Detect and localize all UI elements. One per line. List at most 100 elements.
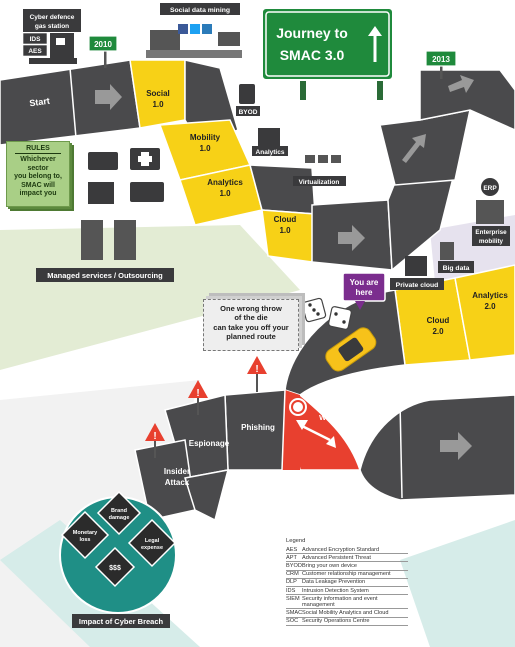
- legend-key: BYOD: [286, 562, 302, 569]
- warning-sign-espionage: !: [188, 380, 208, 415]
- analytics1-1: Analytics: [207, 178, 243, 187]
- you-are-here-2: here: [356, 288, 373, 297]
- legend-row: SMAC Social Mobility Analytics and Cloud: [286, 609, 408, 618]
- flag-2013: 2013: [425, 50, 457, 79]
- analytics2-2: 2.0: [484, 302, 496, 311]
- cyber-2: Warfare: [319, 413, 347, 422]
- journey-sign: Journey to SMAC 3.0: [261, 7, 394, 100]
- you-are-here-1: You are: [350, 278, 379, 287]
- svg-text:Start: Start: [29, 96, 51, 109]
- enterprise-mobility-1: Enterprise: [475, 229, 507, 236]
- svg-text:Social data mining: Social data mining: [170, 7, 230, 14]
- svg-text:2010: 2010: [94, 40, 112, 49]
- rules-body-5: impact you: [19, 189, 57, 197]
- cyberwarfare-badge: [289, 398, 307, 416]
- legend-value: Intrusion Detection System: [302, 587, 369, 594]
- legal-expense-diamond: [127, 518, 177, 568]
- road-top: [0, 59, 515, 272]
- teal-zone-right: [400, 520, 515, 647]
- legend-value: Advanced Encryption Standard: [302, 546, 380, 553]
- legal-2: expense: [141, 545, 163, 551]
- building-icon: [114, 220, 136, 260]
- sign-line2: SMAC 3.0: [280, 47, 345, 63]
- virtualization-icon-group: Virtualization: [293, 155, 346, 186]
- legend-value: Security information and event managemen…: [302, 595, 378, 608]
- social-2: 1.0: [152, 100, 164, 109]
- rules-card: RULES Whichever sector you belong to, SM…: [6, 141, 70, 207]
- private-cloud-group: Private cloud: [390, 256, 444, 290]
- flag-2010: 2010: [88, 35, 118, 68]
- svg-text:Espionage: Espionage: [189, 439, 230, 448]
- brand-2: damage: [109, 515, 130, 521]
- svg-text:!: !: [255, 364, 258, 375]
- svg-text:Big data: Big data: [443, 265, 470, 272]
- phone-icon: [239, 84, 255, 104]
- social-1: Social: [146, 89, 170, 98]
- legend-row: DLP Data Leakage Prevention: [286, 579, 408, 587]
- cloud1-1: Cloud: [274, 215, 297, 224]
- excavator-icon: [218, 32, 240, 46]
- legend-value: Security Operations Centre: [302, 618, 370, 625]
- legend-value: Bring your own device: [302, 562, 358, 569]
- twitter-icon: [190, 24, 200, 34]
- legend-key: SMAC: [286, 609, 303, 616]
- svg-text:!: !: [196, 388, 199, 399]
- legal-1: Legal: [145, 538, 160, 544]
- rules-heading: RULES: [15, 145, 61, 155]
- big-data-group: Big data: [438, 242, 474, 273]
- cart-icon: [88, 182, 114, 204]
- die-line-2: of the die: [234, 313, 268, 323]
- cloud-icon: [405, 256, 427, 276]
- analytics1-2: 1.0: [219, 189, 231, 198]
- car-icon: [325, 327, 377, 372]
- legend: Legend AES Advanced Encryption Standard AP…: [286, 538, 408, 626]
- legend-key: AES: [286, 546, 298, 553]
- money-diamond: [94, 546, 136, 588]
- warning-sign-phishing: !: [247, 356, 267, 392]
- erp-icon-group: ERP Enterprise mobility: [472, 178, 510, 246]
- cyber-1: Cyber-: [321, 403, 345, 412]
- enterprise-mobility-2: mobility: [479, 238, 504, 245]
- die-warning-card: One wrong throw of the die can take you …: [203, 299, 299, 351]
- legend-value: Social Mobility Analytics and Cloud: [302, 609, 389, 616]
- svg-text:$$$: $$$: [109, 565, 121, 572]
- rules-body-4: SMAC will: [21, 181, 55, 189]
- die-line-4: planned route: [226, 332, 276, 342]
- truck-icon: [88, 152, 118, 170]
- svg-text:!: !: [153, 431, 156, 442]
- social-mining: Social data mining: [146, 3, 242, 58]
- cloud2-1: Cloud: [427, 316, 450, 325]
- database-icon: [440, 242, 454, 260]
- mobility-2: 1.0: [199, 144, 211, 153]
- screen-icon: [258, 128, 280, 146]
- analytics-icon-group: Analytics: [252, 128, 288, 156]
- legend-key: SOC: [286, 618, 299, 625]
- svg-text:ERP: ERP: [483, 185, 497, 192]
- you-are-here-marker: You are here: [342, 272, 386, 310]
- legend-rows: AES Advanced Encryption Standard APT Advanc…: [286, 546, 408, 626]
- gas-station: Cyber defence gas station IDS AES: [22, 9, 81, 64]
- legend-heading: Legend: [286, 538, 306, 544]
- svg-text:Analytics: Analytics: [256, 149, 285, 156]
- legend-row: IDS Intrusion Detection System: [286, 587, 408, 596]
- rules-body-3: you belong to,: [14, 173, 62, 181]
- monetary-1: Monetary: [73, 530, 98, 536]
- legend-row: SOC Security Operations Centre: [286, 618, 408, 626]
- road-threats: [134, 389, 286, 522]
- sign-line1: Journey to: [276, 25, 348, 41]
- byod-icon-group: BYOD: [236, 84, 260, 116]
- brand-damage-diamond: [96, 490, 142, 536]
- mobility-1: Mobility: [190, 133, 221, 142]
- fuel-pump-icon: [50, 33, 74, 59]
- brand-1: Brand: [111, 508, 127, 514]
- server-icon: [305, 155, 315, 163]
- svg-text:Impact of Cyber Breach: Impact of Cyber Breach: [79, 617, 164, 626]
- legend-value: Customer relationship management: [302, 571, 391, 578]
- die-line-1: One wrong throw: [220, 304, 282, 313]
- legend-key: DLP: [286, 579, 297, 586]
- monetary-2: loss: [79, 537, 90, 543]
- network-icon: [476, 200, 504, 224]
- legend-row: CRM Customer relationship management: [286, 571, 408, 579]
- erp-icon: [481, 178, 499, 196]
